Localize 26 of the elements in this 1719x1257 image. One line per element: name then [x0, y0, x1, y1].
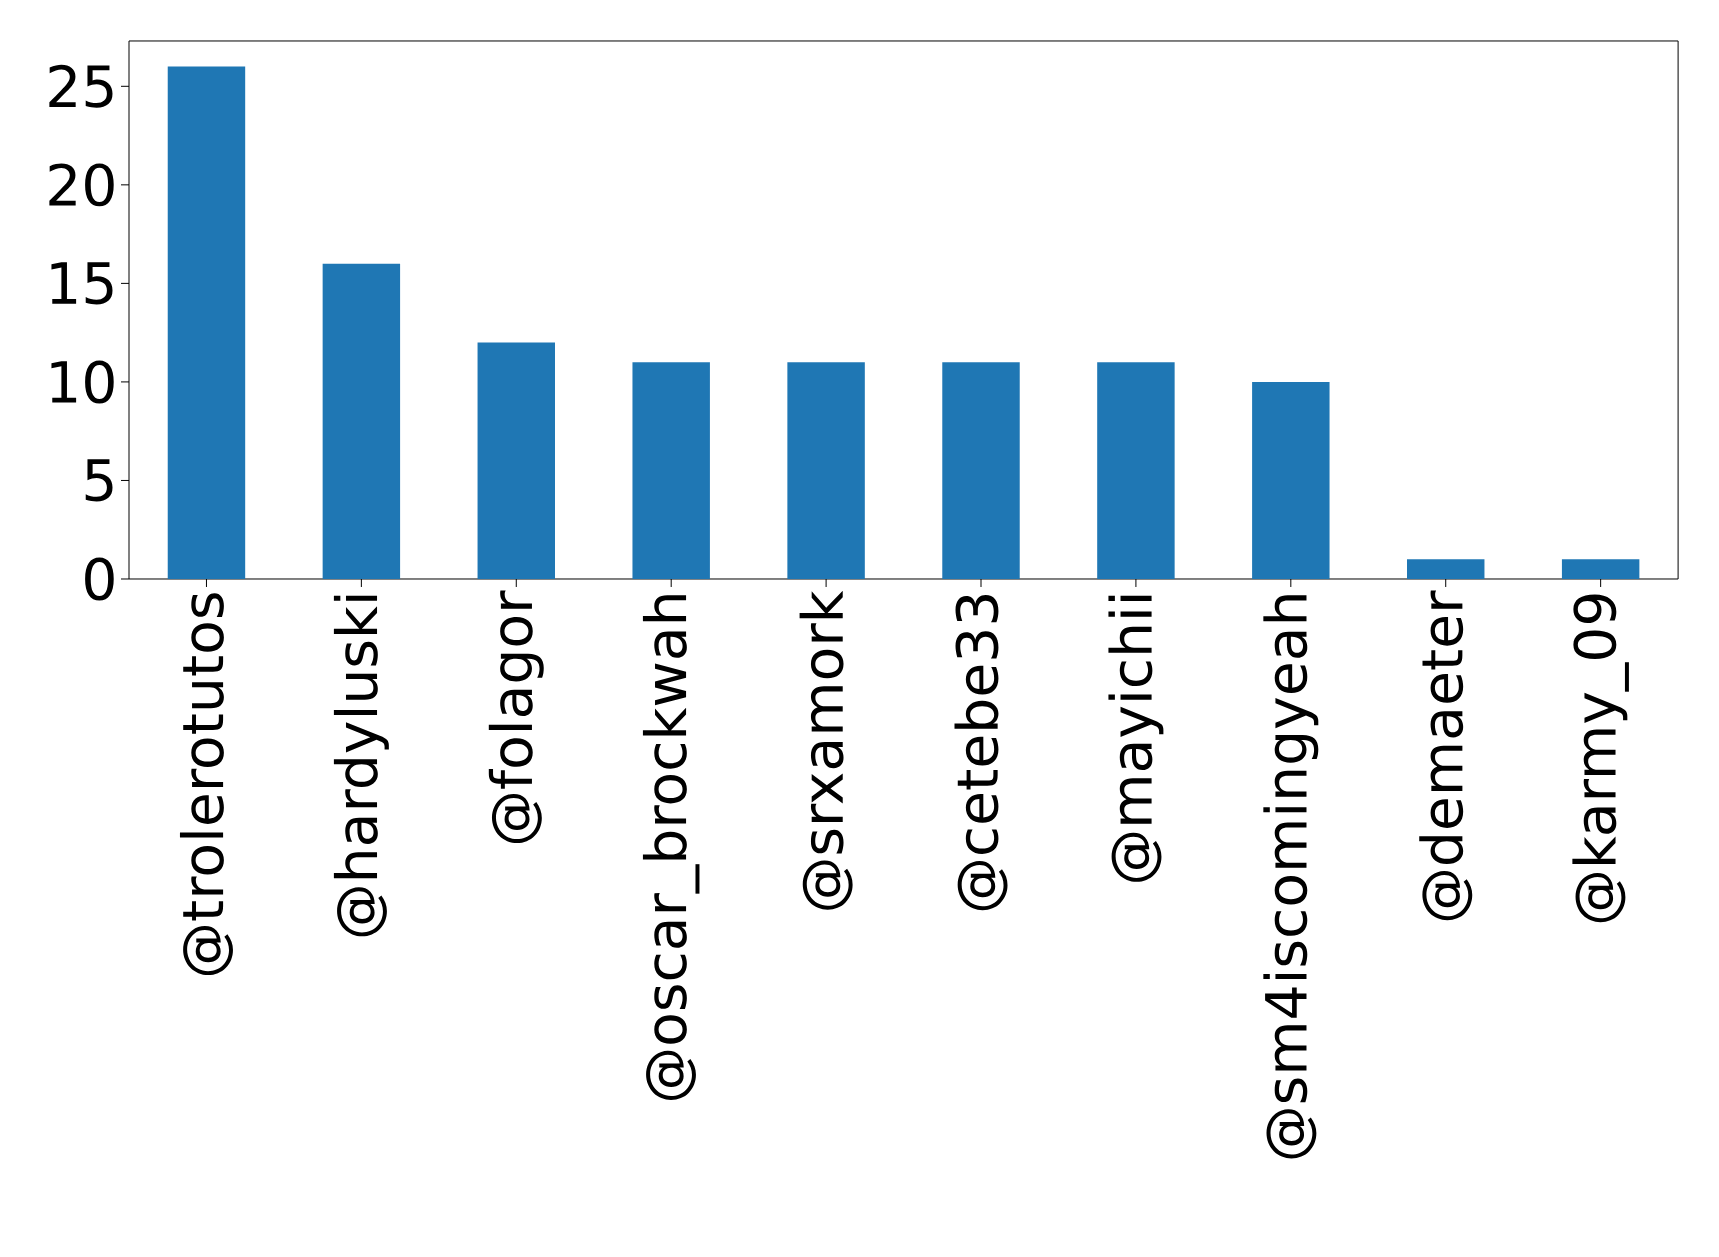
bar	[1252, 381, 1330, 579]
x-tick-label: @oscar_brockwah	[642, 595, 700, 1100]
bar	[1097, 362, 1175, 579]
y-tick-label: 20	[49, 163, 114, 207]
bar	[787, 362, 865, 579]
bar	[1407, 559, 1485, 579]
y-tick-label: 25	[49, 64, 113, 108]
x-tick-label: @srxamork	[799, 590, 853, 910]
bar	[1561, 559, 1640, 579]
bar	[322, 263, 401, 579]
x-tick-label: @sm4iscomingyeah	[1263, 595, 1319, 1159]
bar	[942, 362, 1020, 579]
y-tick-label: 10	[51, 360, 114, 404]
y-tick-label: 15	[51, 262, 113, 305]
x-tick-label: @folagor	[488, 590, 544, 844]
x-tick-label: @cetebe33	[954, 595, 1008, 911]
x-tick-label: @hardyluski	[333, 595, 389, 937]
y-tick-label: 0	[85, 557, 114, 601]
bar	[477, 342, 555, 579]
x-tick-label: @karmy_09	[1572, 594, 1629, 923]
x-tick-label: @demaeter	[1419, 590, 1473, 921]
x-tick-label: @trolerotutos	[179, 593, 233, 976]
bar	[167, 66, 246, 579]
x-tick-label: @mayichii	[1108, 595, 1164, 882]
bar	[632, 362, 710, 579]
y-tick-label: 5	[85, 459, 113, 502]
